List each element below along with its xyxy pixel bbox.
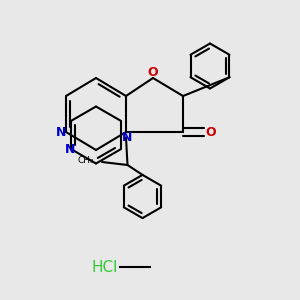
Text: N: N xyxy=(64,143,75,156)
Text: CH₃: CH₃ xyxy=(78,156,94,165)
Text: O: O xyxy=(148,66,158,79)
Text: O: O xyxy=(205,125,216,139)
Text: N: N xyxy=(56,125,66,139)
Text: HCl: HCl xyxy=(92,260,118,274)
Text: N: N xyxy=(122,131,133,144)
